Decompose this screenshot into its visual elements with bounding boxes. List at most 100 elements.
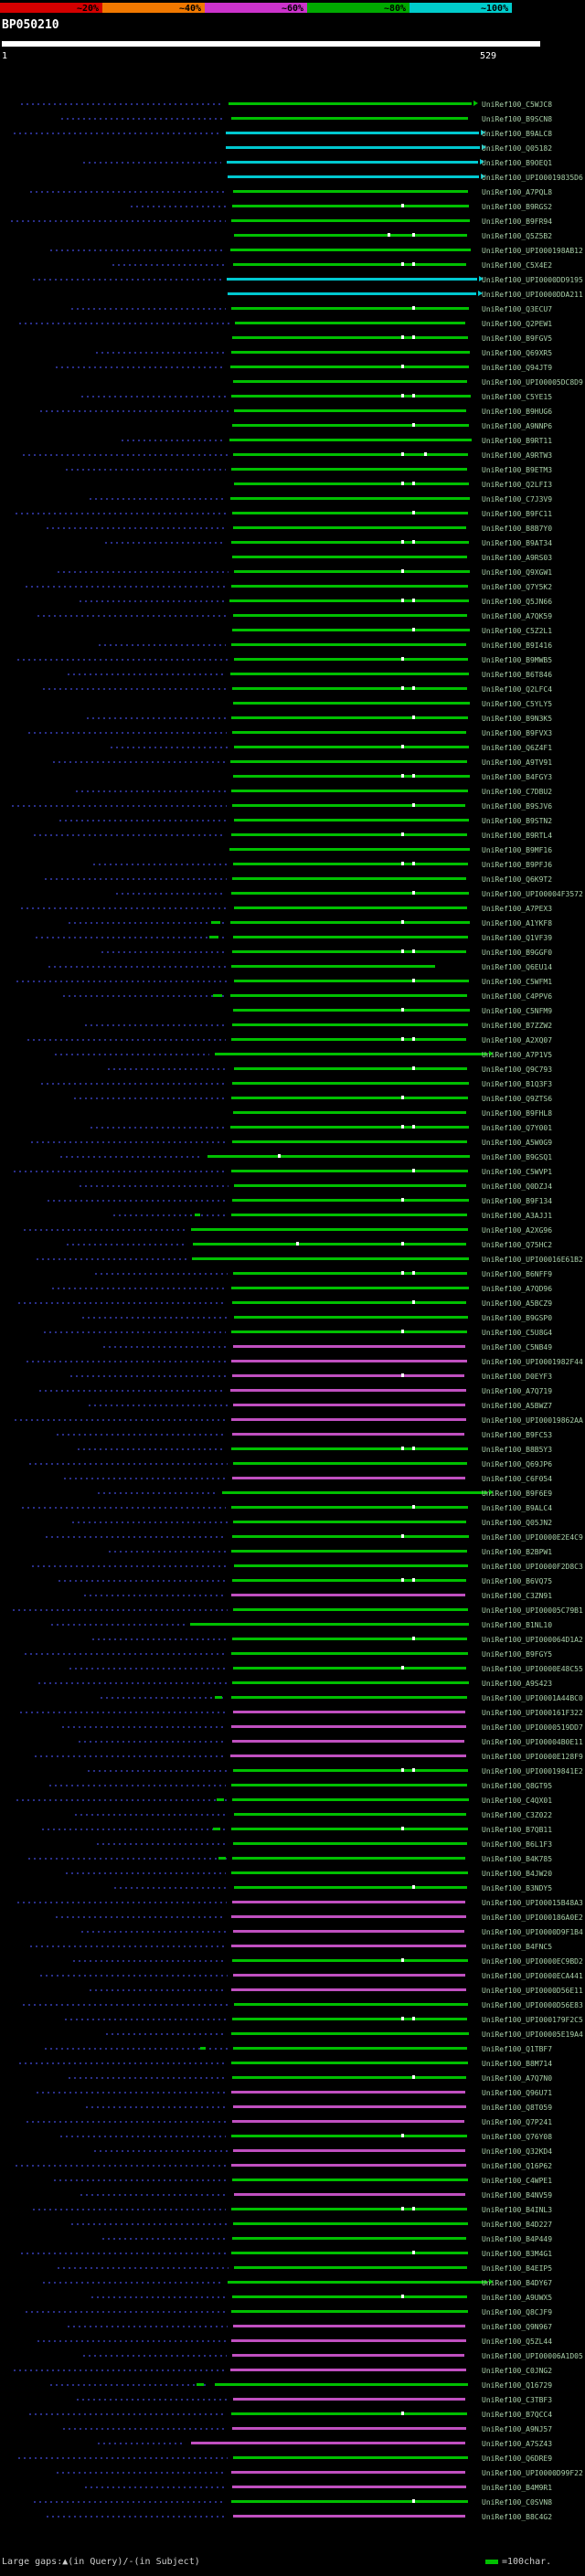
key-segment-label: ~100% <box>481 4 509 14</box>
unaligned-region <box>69 2077 228 2079</box>
hit-label: UniRef100_B4FNC5 <box>482 1943 553 1951</box>
hit-bar <box>232 2076 466 2079</box>
hit-label: UniRef100_UPI0000E48C55 <box>482 1665 583 1673</box>
alignment-row: UniRef100_B4FGY3 <box>0 769 585 784</box>
unaligned-region <box>35 1755 226 1757</box>
hit-bar <box>234 980 469 982</box>
hit-label: UniRef100_B4D227 <box>482 2221 553 2229</box>
hit-bar <box>231 716 468 719</box>
unaligned-region <box>17 659 229 661</box>
alignment-row: UniRef100_Q0DZJ4 <box>0 1179 585 1193</box>
hit-bar <box>232 1798 469 1801</box>
hit-bar <box>229 439 472 441</box>
unaligned-region <box>116 893 227 895</box>
unaligned-region <box>86 2106 229 2108</box>
alignment-row: UniRef100_A9NNP6 <box>0 419 585 433</box>
alignment-row: UniRef100_B9F6E9 <box>0 1486 585 1500</box>
alignment-row: UniRef100_UPI000179F2C5 <box>0 2012 585 2027</box>
hit-label: UniRef100_UPI0000D56E11 <box>482 1987 583 1995</box>
gap-marker-icon <box>411 262 415 266</box>
hit-label: UniRef100_A9NNP6 <box>482 422 553 430</box>
hit-bar <box>190 1623 469 1626</box>
unaligned-region <box>101 1697 227 1699</box>
alignment-row: UniRef100_C4PPV6 <box>0 989 585 1003</box>
hit-label: UniRef100_B9MWB5 <box>482 656 553 664</box>
unaligned-region <box>87 717 227 719</box>
hit-bar <box>232 1082 469 1085</box>
hit-label: UniRef100_B9GSQ1 <box>482 1153 553 1161</box>
gap-marker-icon <box>411 686 415 690</box>
alignment-row: UniRef100_C7DBU2 <box>0 784 585 799</box>
hit-label: UniRef100_A5W0G9 <box>482 1139 553 1147</box>
key-segment-label: ~60% <box>282 4 304 14</box>
alignment-row: UniRef100_A5W0G9 <box>0 1135 585 1150</box>
hit-label: UniRef100_A3AJJ1 <box>482 1212 553 1220</box>
unaligned-region <box>44 1331 227 1333</box>
unaligned-region <box>101 951 228 953</box>
hit-label: UniRef100_B3M4G1 <box>482 2250 553 2258</box>
hit-label: UniRef100_UPI00004F3572 <box>482 890 583 898</box>
hit-label: UniRef100_C7J3V9 <box>482 495 553 504</box>
hit-bar <box>231 965 435 968</box>
hit-label: UniRef100_Q05JN2 <box>482 1519 553 1527</box>
hit-bar <box>234 482 469 485</box>
hit-bar <box>230 1754 466 1757</box>
hit-bar <box>232 512 468 514</box>
unaligned-region <box>83 2355 228 2357</box>
unaligned-region <box>11 220 227 222</box>
alignment-row: UniRef100_C5YE15 <box>0 389 585 404</box>
unaligned-region <box>26 586 227 588</box>
hit-bar <box>233 1608 468 1611</box>
hit-label: UniRef100_UPI00005DC8D9 <box>482 378 583 387</box>
hit-label: UniRef100_UPI0000DDA211 <box>482 291 583 299</box>
alignment-row: UniRef100_Q7P241 <box>0 2115 585 2129</box>
unaligned-region <box>31 1141 228 1143</box>
unaligned-region <box>105 542 227 544</box>
unaligned-region <box>48 1200 228 1202</box>
alignment-row: UniRef100_B4M9R1 <box>0 2480 585 2495</box>
hit-label: UniRef100_B8C4G2 <box>482 2513 553 2521</box>
unaligned-region <box>59 820 229 822</box>
hit-bar <box>231 1871 468 1874</box>
unaligned-region <box>30 1945 227 1947</box>
alignment-row: UniRef100_UPI0001A44BC0 <box>0 1691 585 1705</box>
hit-bar <box>192 1257 469 1260</box>
unaligned-region <box>52 1288 227 1289</box>
alignment-row: UniRef100_A2XG96 <box>0 1223 585 1237</box>
hit-bar <box>232 2120 464 2123</box>
alignment-row: UniRef100_UPI0000E128F9 <box>0 1749 585 1764</box>
alignment-row: UniRef100_A7Q7N0 <box>0 2071 585 2085</box>
hit-label: UniRef100_UPI0001982F44 <box>482 1358 583 1366</box>
hit-bar <box>234 1067 467 1070</box>
hit-label: UniRef100_A1YKF8 <box>482 919 553 928</box>
gap-marker-icon <box>411 803 415 807</box>
hit-bar <box>233 1462 467 1465</box>
hit-label: UniRef100_Q9XGW1 <box>482 568 553 577</box>
hit-label: UniRef100_Q7P241 <box>482 2118 553 2126</box>
unaligned-region <box>84 1595 227 1596</box>
hit-bar <box>234 570 470 573</box>
hit-label: UniRef100_B7ZZW2 <box>482 1022 553 1030</box>
hit-label: UniRef100_B9FGV5 <box>482 334 553 343</box>
hit-label: UniRef100_C5WFM1 <box>482 978 553 986</box>
unaligned-region <box>88 1770 229 1772</box>
alignment-row: UniRef100_Q5JN66 <box>0 594 585 609</box>
hit-bar <box>230 1389 466 1392</box>
unaligned-region <box>25 1653 227 1655</box>
alignment-row: UniRef100_B9FC53 <box>0 1427 585 1442</box>
gap-marker-icon <box>400 1125 404 1129</box>
key-segment <box>0 3 102 13</box>
hit-bar <box>232 687 467 690</box>
hit-label: UniRef100_C5NB49 <box>482 1343 553 1352</box>
hit-bar <box>231 2062 468 2064</box>
alignment-row: UniRef100_C5WJC8 <box>0 97 585 111</box>
query-start-label: 1 <box>2 51 8 61</box>
hit-bar <box>231 468 467 471</box>
gap-marker-icon <box>400 949 404 953</box>
hit-bar <box>232 1681 469 1684</box>
hit-bar <box>233 190 468 193</box>
hit-bar <box>234 746 469 748</box>
alignment-row: UniRef100_Q9C793 <box>0 1062 585 1076</box>
hit-bar <box>231 117 468 120</box>
hit-bar <box>232 1477 465 1479</box>
